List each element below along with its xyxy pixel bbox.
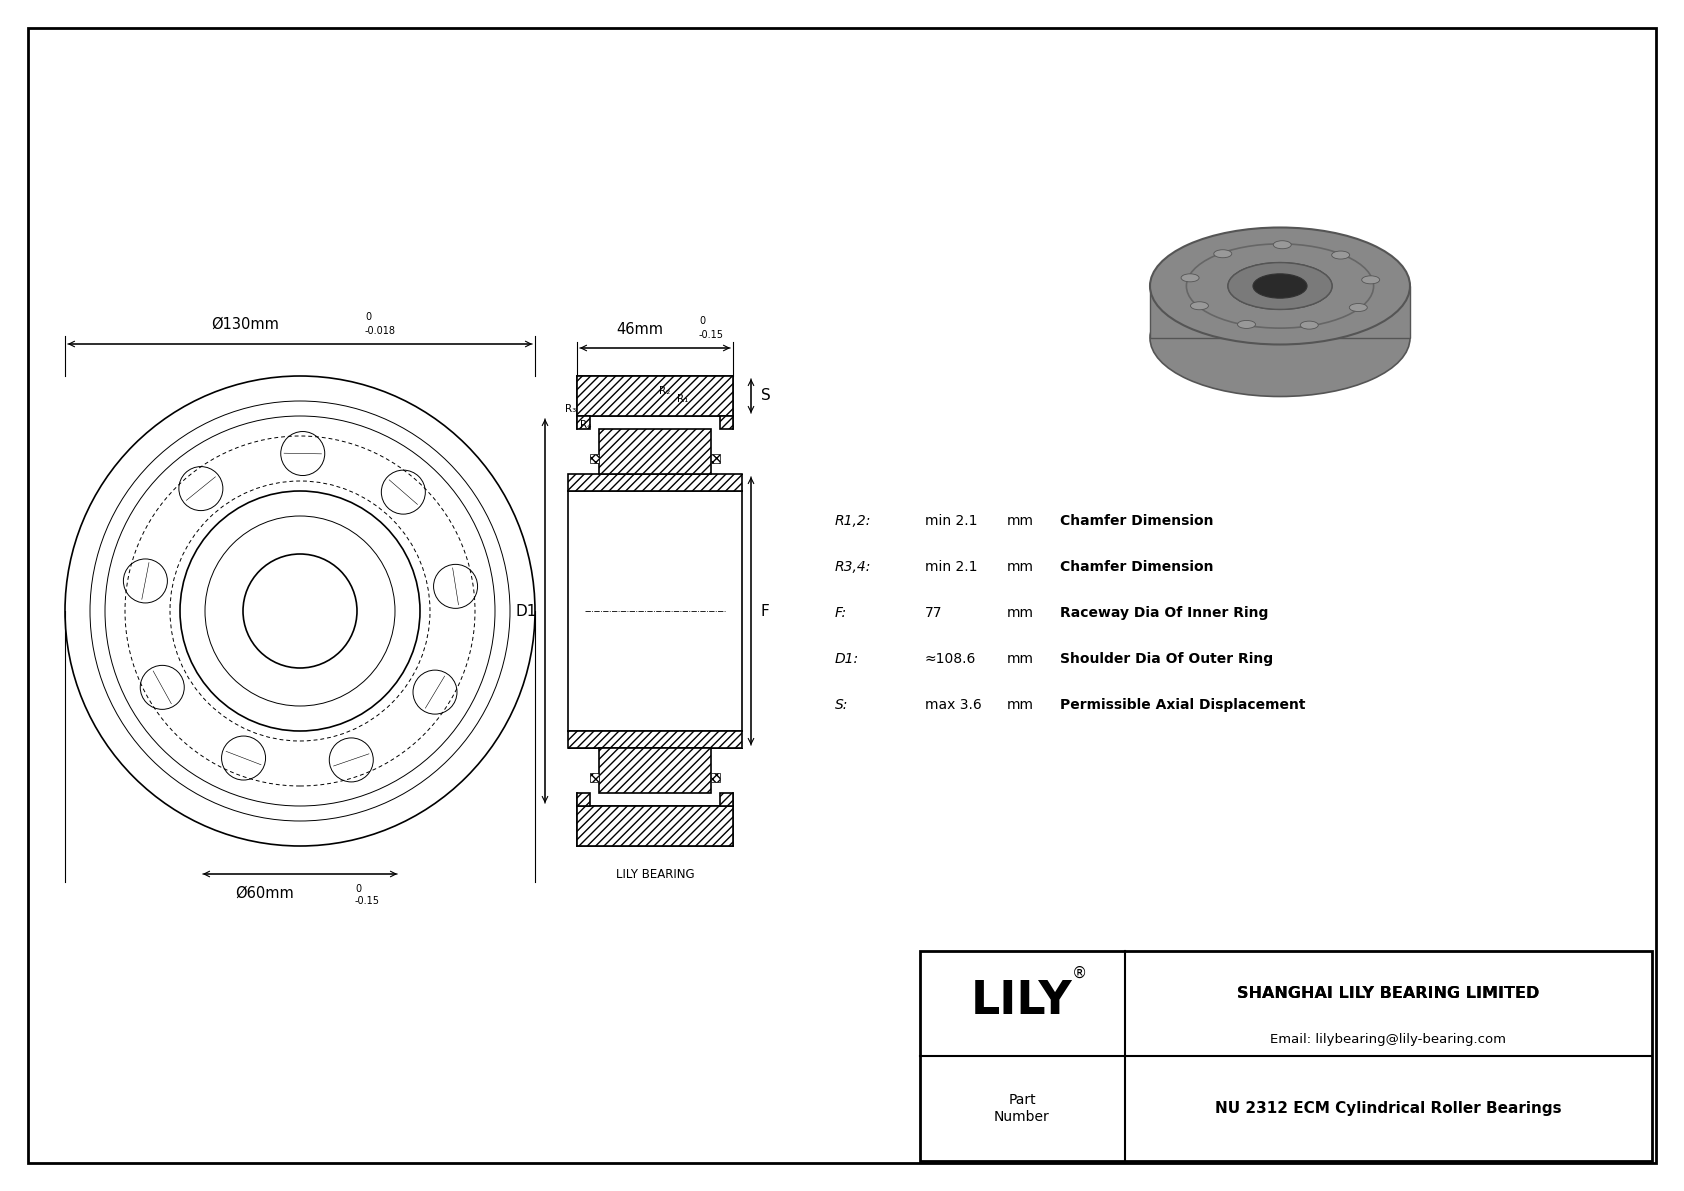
Text: -0.15: -0.15 bbox=[355, 896, 381, 906]
Text: R3,4:: R3,4: bbox=[835, 560, 871, 574]
Polygon shape bbox=[1408, 286, 1410, 338]
Ellipse shape bbox=[1191, 301, 1209, 310]
Text: NU 2312 ECM Cylindrical Roller Bearings: NU 2312 ECM Cylindrical Roller Bearings bbox=[1216, 1100, 1561, 1116]
Text: SHANGHAI LILY BEARING LIMITED: SHANGHAI LILY BEARING LIMITED bbox=[1238, 985, 1539, 1000]
Text: D1: D1 bbox=[515, 604, 537, 618]
Text: R₂: R₂ bbox=[658, 386, 670, 395]
Text: Permissible Axial Displacement: Permissible Axial Displacement bbox=[1059, 698, 1305, 712]
Ellipse shape bbox=[1238, 320, 1256, 329]
Text: -0.018: -0.018 bbox=[365, 326, 396, 336]
Text: min 2.1: min 2.1 bbox=[925, 560, 977, 574]
Text: min 2.1: min 2.1 bbox=[925, 515, 977, 528]
Text: mm: mm bbox=[1007, 560, 1034, 574]
Text: 77: 77 bbox=[925, 606, 943, 621]
Text: R₄: R₄ bbox=[579, 420, 591, 430]
Bar bbox=[711, 454, 721, 463]
Bar bbox=[578, 806, 733, 846]
Text: ≈108.6: ≈108.6 bbox=[925, 651, 977, 666]
Text: LILY: LILY bbox=[972, 979, 1073, 1024]
Text: F:: F: bbox=[835, 606, 847, 621]
Text: Shoulder Dia Of Outer Ring: Shoulder Dia Of Outer Ring bbox=[1059, 651, 1273, 666]
Bar bbox=[600, 429, 711, 474]
Text: S: S bbox=[761, 388, 771, 404]
Ellipse shape bbox=[1332, 251, 1349, 258]
Text: SHANGHAI LILY BEARING LIMITED: SHANGHAI LILY BEARING LIMITED bbox=[1238, 985, 1539, 1000]
Ellipse shape bbox=[1214, 250, 1231, 257]
Text: Ø130mm: Ø130mm bbox=[210, 317, 280, 332]
Text: Chamfer Dimension: Chamfer Dimension bbox=[1059, 560, 1214, 574]
Text: 0: 0 bbox=[699, 316, 706, 326]
Text: mm: mm bbox=[1007, 651, 1034, 666]
Text: D1:: D1: bbox=[835, 651, 859, 666]
Bar bbox=[568, 474, 743, 491]
Ellipse shape bbox=[1362, 276, 1379, 283]
Text: ®: ® bbox=[1071, 966, 1086, 981]
Ellipse shape bbox=[1253, 274, 1307, 298]
Text: Raceway Dia Of Inner Ring: Raceway Dia Of Inner Ring bbox=[1059, 606, 1268, 621]
Bar bbox=[600, 748, 711, 793]
Bar bbox=[919, 950, 1652, 1161]
Text: R₁: R₁ bbox=[677, 394, 689, 404]
Ellipse shape bbox=[1180, 274, 1199, 282]
Text: 46mm: 46mm bbox=[616, 322, 663, 337]
Ellipse shape bbox=[1228, 262, 1332, 310]
Text: max 3.6: max 3.6 bbox=[925, 698, 982, 712]
Text: -0.15: -0.15 bbox=[699, 330, 724, 339]
Text: Ø60mm: Ø60mm bbox=[236, 886, 295, 902]
Text: Chamfer Dimension: Chamfer Dimension bbox=[1059, 515, 1214, 528]
Bar bbox=[589, 773, 600, 781]
Text: mm: mm bbox=[1007, 515, 1034, 528]
Bar bbox=[711, 773, 721, 781]
Text: S:: S: bbox=[835, 698, 849, 712]
Bar bbox=[578, 376, 733, 416]
Text: LILY BEARING: LILY BEARING bbox=[616, 868, 694, 881]
Text: F: F bbox=[761, 604, 770, 618]
Text: 0: 0 bbox=[355, 884, 360, 894]
Text: Email: lilybearing@lily-bearing.com: Email: lilybearing@lily-bearing.com bbox=[1270, 1033, 1507, 1046]
Bar bbox=[568, 731, 743, 748]
Polygon shape bbox=[1150, 286, 1410, 338]
Ellipse shape bbox=[1150, 280, 1410, 397]
Bar bbox=[578, 793, 589, 806]
Text: mm: mm bbox=[1007, 606, 1034, 621]
Ellipse shape bbox=[1150, 227, 1410, 344]
Bar bbox=[721, 793, 733, 806]
Ellipse shape bbox=[1349, 304, 1367, 312]
Ellipse shape bbox=[1300, 322, 1319, 329]
Polygon shape bbox=[1150, 286, 1152, 338]
Text: R₃: R₃ bbox=[564, 404, 576, 414]
Text: 0: 0 bbox=[365, 312, 370, 322]
Bar bbox=[578, 416, 589, 429]
Ellipse shape bbox=[1228, 262, 1332, 310]
Text: mm: mm bbox=[1007, 698, 1034, 712]
Text: R1,2:: R1,2: bbox=[835, 515, 871, 528]
Text: Part
Number: Part Number bbox=[994, 1093, 1049, 1123]
Ellipse shape bbox=[1273, 241, 1292, 249]
Bar bbox=[589, 454, 600, 463]
Bar bbox=[721, 416, 733, 429]
